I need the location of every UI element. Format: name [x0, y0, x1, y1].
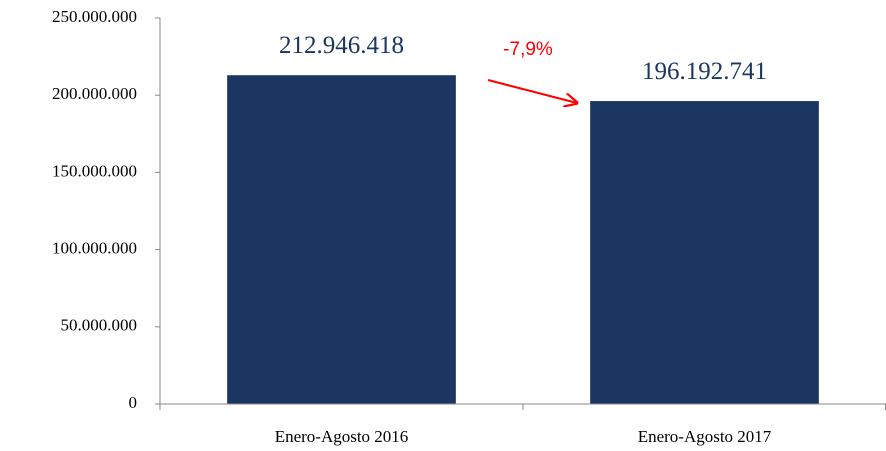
change-arrow	[487, 79, 577, 103]
x-tick-label: Enero-Agosto 2016	[275, 427, 409, 446]
y-tick-label: 250.000.000	[52, 7, 137, 26]
bar	[227, 75, 456, 405]
y-tick-label: 50.000.000	[61, 316, 138, 335]
y-tick-label: 100.000.000	[52, 239, 137, 258]
x-tick-label: Enero-Agosto 2017	[638, 427, 772, 446]
y-tick-label: 0	[129, 393, 138, 412]
value-label: 212.946.418	[279, 32, 404, 59]
change-annotation: -7,9%	[503, 39, 553, 60]
y-tick-label: 200.000.000	[52, 84, 137, 103]
bar	[590, 101, 819, 405]
value-label: 196.192.741	[642, 58, 767, 85]
y-tick-label: 150.000.000	[52, 161, 137, 180]
